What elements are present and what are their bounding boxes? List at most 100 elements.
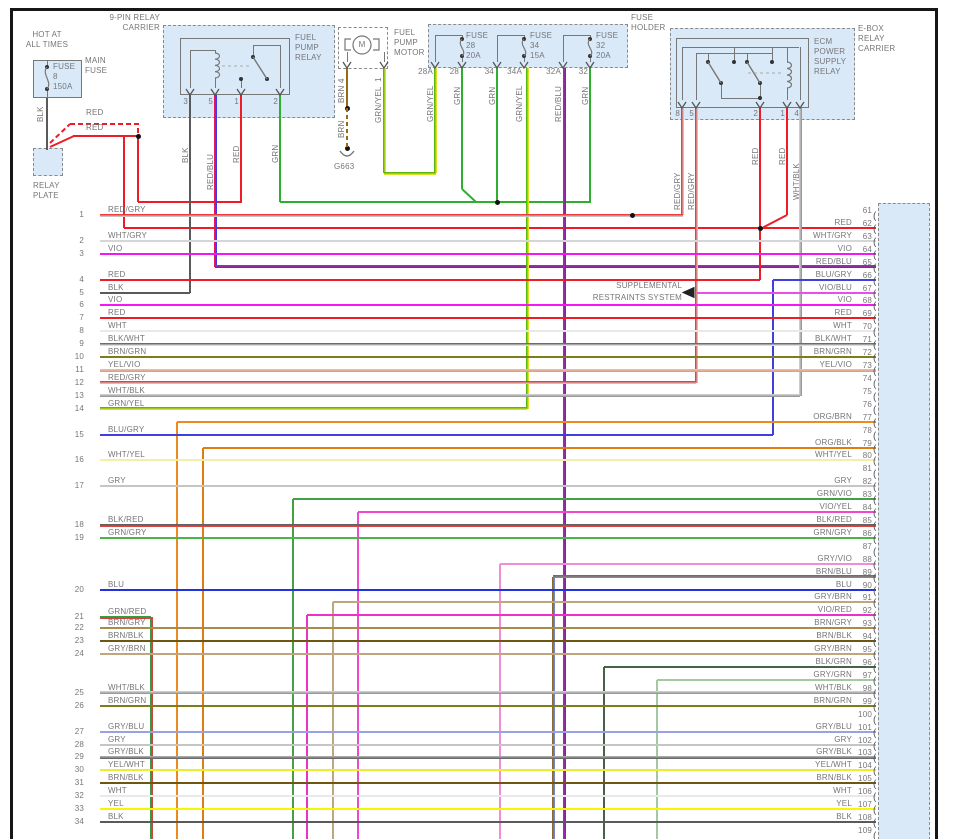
right-pin-label: ORG/BRN bbox=[813, 411, 852, 421]
right-pin-number: 98 bbox=[862, 683, 872, 693]
annotation-label: POWER bbox=[814, 47, 846, 56]
wire-segment bbox=[240, 95, 242, 202]
right-pin-number: 107 bbox=[858, 800, 872, 810]
relay-plate-box bbox=[33, 148, 63, 176]
right-pin-number: 91 bbox=[862, 593, 872, 603]
left-row-number: 4 bbox=[79, 274, 84, 284]
wire-segment bbox=[384, 171, 436, 175]
left-row-wire bbox=[100, 291, 190, 294]
right-pin-number: 68 bbox=[862, 296, 872, 306]
wire-segment bbox=[786, 108, 788, 215]
right-pin-label: WHT/GRY bbox=[812, 230, 852, 240]
left-row-number: 12 bbox=[74, 377, 84, 387]
left-row-wire bbox=[100, 459, 876, 462]
contact-dot bbox=[460, 37, 464, 41]
left-row-number: 3 bbox=[79, 248, 84, 258]
junction-dot bbox=[344, 105, 350, 111]
wire-segment bbox=[721, 97, 761, 99]
junction-dot bbox=[629, 212, 635, 218]
right-pin-number: 108 bbox=[858, 813, 872, 822]
right-pin-number: 77 bbox=[862, 412, 872, 422]
left-row-label: WHT/YEL bbox=[108, 450, 145, 460]
wire-segment bbox=[280, 201, 591, 203]
wire-segment bbox=[697, 291, 876, 294]
left-row-number: 15 bbox=[74, 429, 84, 439]
right-pin-number: 71 bbox=[862, 335, 872, 345]
left-row-label: BRN/GRY bbox=[108, 618, 146, 628]
right-pin-number: 83 bbox=[862, 490, 872, 500]
page-border-frame bbox=[10, 8, 938, 839]
annotation-label: 4 bbox=[794, 109, 799, 118]
right-pin-number: 87 bbox=[862, 541, 872, 551]
right-pin-label: WHT/YEL bbox=[815, 450, 852, 460]
connector-pin-bracket-icon: ( bbox=[873, 430, 877, 442]
wire-segment bbox=[346, 52, 348, 62]
annotation-label: 28 bbox=[466, 41, 476, 50]
right-pin-number: 84 bbox=[862, 503, 872, 512]
left-row-label: BLK/RED bbox=[108, 515, 144, 524]
left-row-number: 18 bbox=[74, 520, 84, 529]
right-pin-label: VIO/YEL bbox=[819, 502, 852, 511]
connector-pin-bracket-icon: ( bbox=[873, 624, 877, 636]
right-pin-label: BRN/GRN bbox=[813, 695, 852, 705]
right-pin-label: YEL/VIO bbox=[819, 360, 852, 369]
annotation-label: GRN bbox=[453, 86, 462, 105]
left-row-number: 11 bbox=[75, 365, 84, 374]
left-row-wire bbox=[100, 730, 876, 733]
annotation-label: RED bbox=[751, 147, 760, 166]
annotation-label: RELAY bbox=[33, 181, 60, 190]
right-pin-number: 86 bbox=[862, 528, 872, 538]
left-row-number: 20 bbox=[74, 584, 84, 594]
wire-segment bbox=[562, 68, 566, 839]
left-row-wire bbox=[100, 769, 876, 772]
wire-segment bbox=[176, 421, 178, 839]
right-pin-number: 88 bbox=[862, 554, 872, 564]
left-row-label: WHT/BLK bbox=[108, 682, 145, 692]
left-row-label: WHT/BLK bbox=[108, 385, 145, 395]
left-row-label: GRN/YEL bbox=[108, 398, 145, 408]
left-row-number: 6 bbox=[79, 300, 84, 310]
left-row-wire bbox=[100, 755, 876, 759]
left-row-label: VIO bbox=[108, 295, 123, 305]
right-pin-number: 63 bbox=[862, 231, 872, 241]
left-row-wire bbox=[100, 330, 876, 333]
right-pin-number: 62 bbox=[862, 218, 872, 228]
right-pin-label: BRN/BLK bbox=[816, 773, 852, 783]
wire-segment bbox=[589, 56, 591, 62]
annotation-label: 9-PIN RELAY bbox=[109, 13, 160, 22]
left-row-label: BLK bbox=[108, 282, 124, 292]
wire-segment bbox=[189, 95, 191, 293]
annotation-label: WHT/BLK bbox=[792, 163, 801, 200]
wire-segment bbox=[497, 34, 525, 36]
annotation-label: 3 bbox=[183, 97, 188, 106]
left-row-label: RED bbox=[108, 308, 126, 318]
annotation-label: HOLDER bbox=[631, 23, 666, 32]
junction-dot bbox=[757, 225, 763, 231]
right-pin-number: 106 bbox=[858, 787, 872, 797]
wire-segment bbox=[786, 88, 788, 100]
connector-pin-bracket-icon: ( bbox=[873, 353, 877, 365]
right-pin-number: 95 bbox=[862, 645, 872, 655]
right-pin-number: 76 bbox=[862, 399, 872, 409]
connector-pin-bracket-icon: ( bbox=[873, 650, 877, 662]
annotation-label: RED bbox=[86, 108, 104, 117]
right-pin-label: GRY/BLU bbox=[815, 721, 852, 731]
annotation-label: 32 bbox=[578, 67, 588, 76]
connector-pin-bracket-icon: ( bbox=[873, 521, 877, 532]
annotation-label: RELAY bbox=[814, 67, 841, 76]
wire-segment bbox=[499, 563, 501, 839]
wire-segment bbox=[707, 53, 709, 62]
junction-dot bbox=[344, 145, 350, 151]
annotation-label: CARRIER bbox=[122, 23, 160, 32]
right-pin-number: 101 bbox=[858, 722, 872, 732]
wire-segment bbox=[252, 45, 254, 57]
annotation-label: FUSE bbox=[631, 13, 654, 22]
wire-segment bbox=[798, 108, 802, 396]
left-row-wire bbox=[100, 588, 876, 591]
annotation-label: 34 bbox=[484, 67, 494, 76]
annotation-label: SUPPLEMENTAL bbox=[616, 281, 682, 290]
right-pin-label: GRY/BRN bbox=[814, 644, 852, 654]
annotation-label: PUMP bbox=[295, 43, 319, 52]
right-pin-number: 73 bbox=[862, 361, 872, 370]
wire-segment bbox=[46, 60, 48, 67]
